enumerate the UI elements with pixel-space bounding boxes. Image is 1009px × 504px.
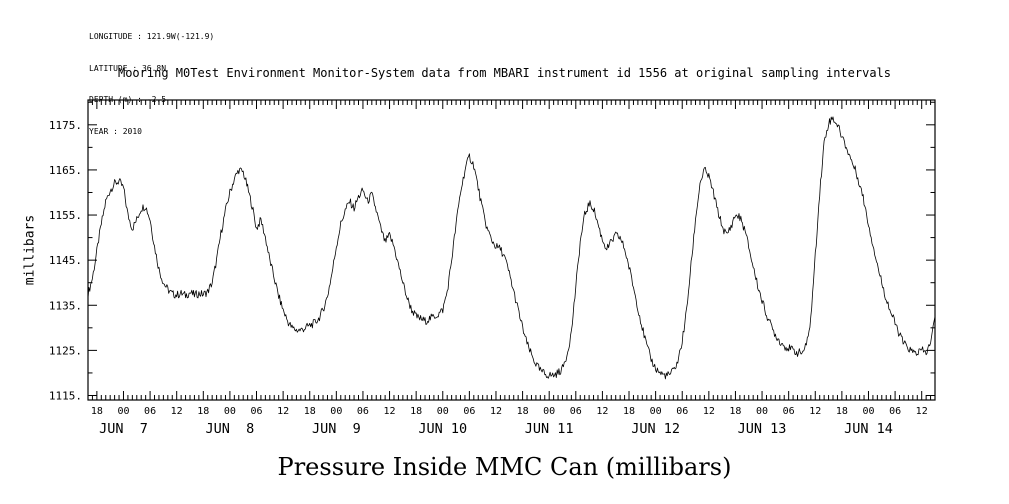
y-tick-label: 1115. [49,389,82,402]
x-tick-label: 06 [783,406,795,417]
x-axis-ticks: 18 00 06 12 18 00 06 12 18 00 06 12 18 00 06 12 18 00 06 12… [91,100,928,417]
y-tick-label: 1125. [49,344,82,357]
x-tick-label: 00 [650,406,662,417]
y-tick-label: 1135. [49,299,82,312]
date-label: JUN 10 [418,421,467,437]
x-tick-label: 00 [117,406,129,417]
x-tick-label: 00 [862,406,874,417]
x-tick-label: 18 [197,406,209,417]
x-tick-label: 06 [463,406,475,417]
x-tick-label: 18 [623,406,635,417]
x-tick-label: 06 [144,406,156,417]
date-label: JUN 13 [738,421,787,437]
x-tick-label: 18 [410,406,422,417]
x-tick-label: 06 [357,406,369,417]
x-tick-label: 18 [836,406,848,417]
x-tick-label: 12 [596,406,608,417]
metadata-longitude: LONGITUDE : 121.9W(-121.9) [89,32,215,41]
date-label: JUN 14 [844,421,893,437]
x-tick-label: 00 [756,406,768,417]
x-tick-label: 12 [809,406,821,417]
metadata-year: YEAR : 2010 [89,126,142,136]
date-label: JUN 11 [525,421,574,437]
x-tick-label: 06 [570,406,582,417]
x-tick-label: 12 [703,406,715,417]
x-tick-label: 12 [384,406,396,417]
y-tick-label: 1155. [49,209,82,222]
x-tick-label: 18 [304,406,316,417]
x-tick-label: 00 [543,406,555,417]
x-tick-label: 18 [91,406,103,417]
x-tick-label: 06 [676,406,688,417]
date-label: JUN 7 [99,421,148,437]
x-tick-label: 06 [250,406,262,417]
x-tick-label: 18 [729,406,741,417]
pressure-trace [88,116,935,380]
y-axis-ticks: 1115. 1125. 1135. 1145. 1155. 1165. 1175. [49,119,935,402]
y-tick-label: 1165. [49,164,82,177]
x-tick-label: 00 [330,406,342,417]
date-labels: JUN 7 JUN 8 JUN 9 JUN 10 JUN 11 JUN 12 JUN 13 J… [99,421,893,437]
y-axis-minor-ticks [88,101,935,374]
y-tick-label: 1145. [49,254,82,267]
x-tick-label: 12 [490,406,502,417]
y-axis-title: millibars [22,214,38,286]
date-label: JUN 9 [312,421,361,437]
x-tick-label: 12 [916,406,928,417]
plot-frame [87,99,936,401]
x-axis-minor-ticks [91,100,932,400]
y-tick-label: 1175. [49,119,82,132]
trace-group [88,116,935,380]
x-tick-label: 00 [437,406,449,417]
x-tick-label: 06 [889,406,901,417]
x-tick-label: 18 [517,406,529,417]
x-tick-label: 12 [171,406,183,417]
metadata-latitude: LATITUDE : 36.8N [89,63,167,73]
x-tick-label: 12 [277,406,289,417]
x-axis-title: Pressure Inside MMC Can (millibars) [277,453,732,481]
x-tick-label: 00 [224,406,236,417]
date-label: JUN 12 [631,421,680,437]
date-label: JUN 8 [206,421,255,437]
chart-title: Mooring M0Test Environment Monitor-Syste… [117,66,892,80]
